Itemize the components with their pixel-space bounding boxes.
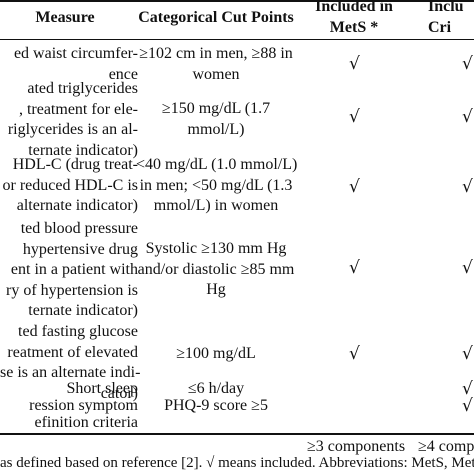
row-mets-definition: ≥3 components bbox=[306, 438, 406, 455]
header-included-partial: Inclu Cri bbox=[428, 0, 464, 36]
row-measure-sleep: Short sleep bbox=[66, 380, 138, 397]
row-measure-definition: efinition criteria bbox=[34, 414, 138, 431]
check-icon: √ bbox=[349, 344, 360, 364]
header-cut-points: Categorical Cut Points bbox=[138, 9, 294, 26]
check-icon: √ bbox=[462, 54, 473, 74]
row-cut-blood-pressure: Systolic ≥130 mm Hg and/or diastolic ≥85… bbox=[137, 240, 295, 298]
check-icon: √ bbox=[462, 344, 473, 364]
row-measure-glucose: ted fasting glucose reatment of elevated… bbox=[0, 323, 141, 402]
check-icon: √ bbox=[349, 107, 360, 127]
row-cut-waist: ≥102 cm in men, ≥88 in women bbox=[139, 45, 293, 83]
row-cut-glucose: ≥100 mg/dL bbox=[176, 345, 256, 362]
row-measure-depression: ression symptom bbox=[29, 397, 138, 414]
table-bottom-rule bbox=[0, 433, 474, 435]
check-icon: √ bbox=[462, 379, 473, 399]
row-cut-sleep: ≤6 h/day bbox=[187, 380, 245, 397]
check-icon: √ bbox=[462, 396, 473, 416]
row-partial-definition: ≥4 comp bbox=[418, 438, 474, 455]
table-footnote: as defined based on reference [2]. √ mea… bbox=[0, 455, 474, 471]
header-measure: Measure bbox=[35, 9, 95, 26]
header-rule bbox=[0, 39, 474, 40]
check-icon: √ bbox=[462, 107, 473, 127]
check-icon: √ bbox=[349, 54, 360, 74]
table-top-rule bbox=[0, 0, 474, 2]
row-measure-hdl: HDL-C (drug treat- or reduced HDL-C is a… bbox=[2, 156, 138, 214]
row-measure-waist: ed waist circumfer- ence bbox=[13, 45, 138, 83]
header-included-mets: Included in MetS * bbox=[315, 0, 393, 36]
row-cut-hdl: <40 mg/dL (1.0 mmol/L) in men; <50 mg/dL… bbox=[136, 156, 298, 214]
check-icon: √ bbox=[349, 177, 360, 197]
check-icon: √ bbox=[462, 258, 473, 278]
row-cut-triglycerides: ≥150 mg/dL (1.7 mmol/L) bbox=[161, 100, 271, 138]
row-measure-blood-pressure: ted blood pressure hypertensive drug ent… bbox=[6, 220, 138, 319]
check-icon: √ bbox=[462, 177, 473, 197]
row-cut-depression: PHQ-9 score ≥5 bbox=[164, 397, 268, 414]
row-measure-triglycerides: ated triglycerides , treatment for ele- … bbox=[7, 80, 138, 159]
check-icon: √ bbox=[349, 258, 360, 278]
